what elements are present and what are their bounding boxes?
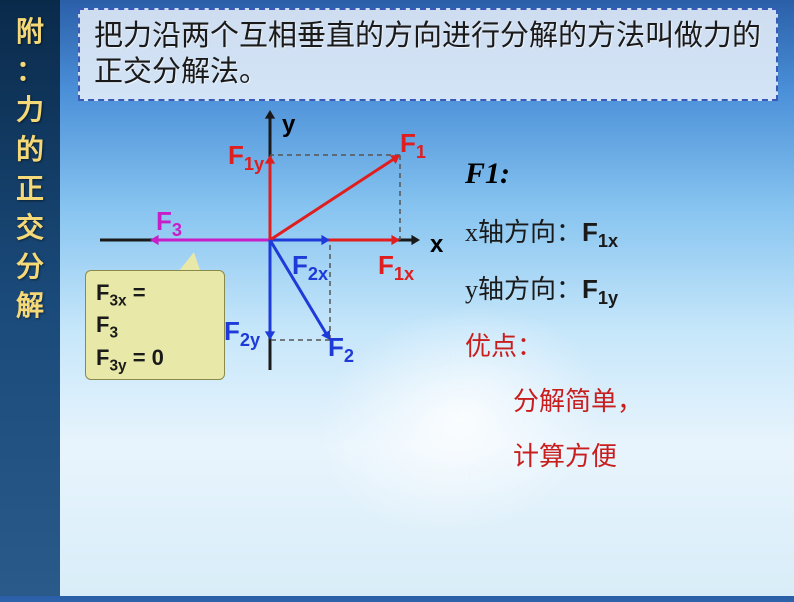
sidebar-char: 的 [16, 130, 44, 169]
row-y: y轴方向：F1y [465, 265, 785, 316]
sidebar-char: 正 [16, 169, 44, 208]
callout-box: F3x = F3 F3y = 0 [85, 270, 225, 380]
vector-label-f1x: F1x [378, 250, 414, 285]
vector-label-f2: F2 [328, 332, 354, 367]
sidebar-char: 解 [16, 286, 44, 325]
advantage-label: 优点： [465, 322, 785, 371]
vector-label-f1y: F1y [228, 140, 264, 175]
callout-line3: F3y = 0 [96, 344, 214, 376]
title-text: 把力沿两个互相垂直的方向进行分解的方法叫做力的正交分解法。 [94, 20, 761, 88]
advantage-line1: 分解简单， [465, 377, 785, 426]
svg-text:y: y [282, 111, 296, 138]
vector-label-f3: F3 [156, 206, 182, 241]
svg-text:x: x [430, 231, 444, 258]
right-panel: F1: x轴方向：F1x y轴方向：F1y 优点： 分解简单， 计算方便 [465, 145, 785, 482]
sidebar-char: 附 [16, 12, 44, 51]
sidebar-char: ： [16, 51, 44, 90]
sidebar: 附 ： 力 的 正 交 分 解 [0, 0, 60, 596]
callout-line2: F3 [96, 311, 214, 343]
vector-label-f1: F1 [400, 128, 426, 163]
row-x: x轴方向：F1x [465, 208, 785, 259]
sidebar-char: 交 [16, 208, 44, 247]
vector-label-f2x: F2x [292, 250, 328, 285]
title-box: 把力沿两个互相垂直的方向进行分解的方法叫做力的正交分解法。 [78, 8, 778, 101]
callout-line1: F3x = [96, 279, 214, 311]
vector-label-f2y: F2y [224, 316, 260, 351]
advantage-line2: 计算方便 [465, 432, 785, 481]
f1-header: F1: [465, 145, 785, 202]
sidebar-char: 力 [16, 90, 44, 129]
sidebar-char: 分 [16, 247, 44, 286]
